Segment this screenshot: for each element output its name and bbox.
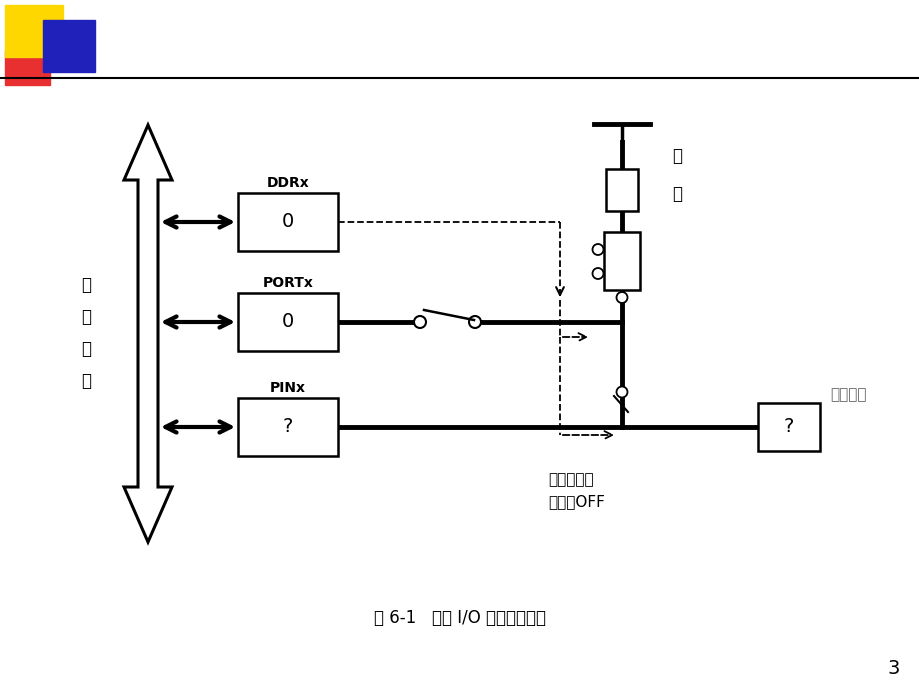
Text: PINx: PINx [269, 381, 306, 395]
Circle shape [469, 316, 481, 328]
Text: 方向：输入: 方向：输入 [548, 473, 593, 488]
Bar [604, 233, 640, 290]
Circle shape [592, 268, 603, 279]
Circle shape [616, 292, 627, 303]
Bar [5, 5, 62, 57]
Circle shape [616, 386, 627, 397]
Text: 图 6-1   通用 I/O 口结构示意图: 图 6-1 通用 I/O 口结构示意图 [374, 609, 545, 627]
Bar [757, 403, 819, 451]
Text: 上拉：OFF: 上拉：OFF [548, 495, 604, 509]
Bar [43, 20, 95, 72]
Text: 数
据
总
线: 数 据 总 线 [81, 277, 91, 391]
Bar [606, 169, 637, 211]
Text: 0: 0 [281, 313, 294, 331]
Bar [5, 50, 50, 85]
Text: 3: 3 [887, 659, 899, 678]
Bar [238, 193, 337, 251]
Text: PORTx: PORTx [262, 276, 313, 290]
Bar [238, 398, 337, 456]
Text: ?: ? [282, 417, 293, 437]
Text: DDRx: DDRx [267, 176, 309, 190]
Bar [238, 293, 337, 351]
Text: 物理引脚: 物理引脚 [829, 388, 866, 402]
Text: ?: ? [783, 417, 793, 437]
Circle shape [592, 244, 603, 255]
Text: 上
拉: 上 拉 [671, 146, 681, 204]
Circle shape [414, 316, 425, 328]
Text: 0: 0 [281, 213, 294, 232]
